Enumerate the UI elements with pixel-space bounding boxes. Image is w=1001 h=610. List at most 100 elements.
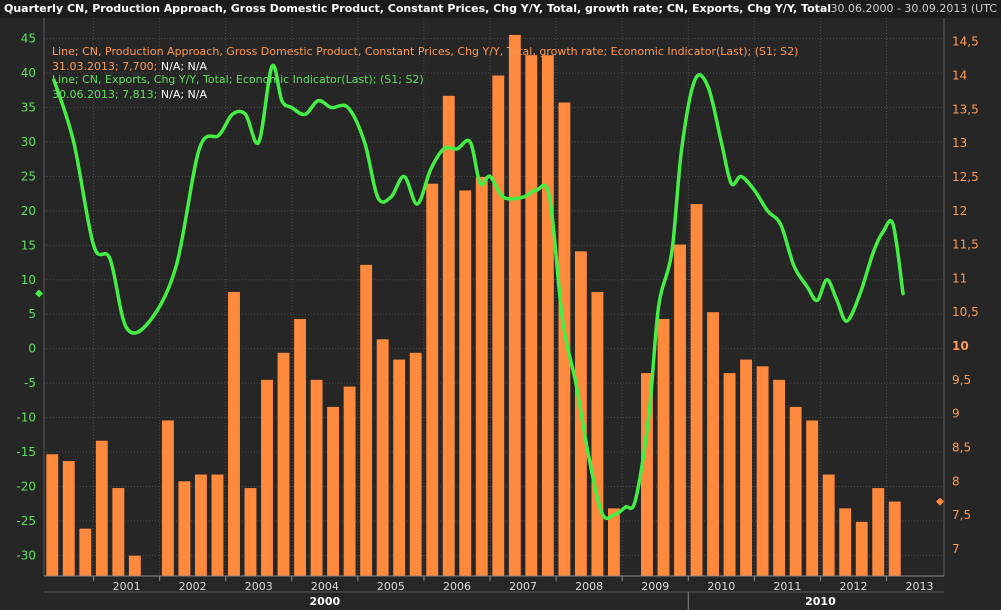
- right-tick-label: 9: [952, 407, 960, 421]
- legend-gdp-last: 31.03.2013; 7,700;: [52, 60, 157, 73]
- right-tick-label: 12,5: [952, 170, 979, 184]
- gdp-bar-2000Q2[interactable]: [46, 454, 59, 576]
- gdp-bar-2013Q1[interactable]: [888, 501, 901, 576]
- legend-exports-last: 30.06.2013; 7,813;: [52, 88, 157, 101]
- year-label: 2004: [311, 580, 339, 593]
- year-label: 2009: [641, 580, 669, 593]
- decade-label: 2010: [805, 595, 836, 608]
- legend-exports-na: N/A; N/A: [157, 88, 207, 101]
- gdp-bar-2009Q3[interactable]: [657, 318, 670, 576]
- gdp-bar-2004Q1[interactable]: [294, 318, 307, 576]
- gdp-bar-2007Q2[interactable]: [508, 34, 521, 577]
- gdp-bars[interactable]: [46, 34, 901, 577]
- left-tick-label: 30: [21, 135, 36, 149]
- legend-gdp-na: N/A; N/A: [157, 60, 207, 73]
- gdp-bar-2006Q1[interactable]: [426, 183, 439, 576]
- gdp-bar-2010Q3[interactable]: [723, 373, 736, 576]
- left-tick-label: 25: [21, 169, 36, 183]
- gdp-bar-2007Q1[interactable]: [492, 75, 505, 576]
- right-tick-label: 11: [952, 271, 967, 285]
- year-label: 2003: [245, 580, 273, 593]
- gdp-bar-2003Q4[interactable]: [277, 352, 290, 576]
- year-label: 2002: [179, 580, 207, 593]
- title-bar: Quarterly CN, Production Approach, Gross…: [0, 0, 1001, 19]
- gdp-bar-2011Q3[interactable]: [789, 406, 802, 576]
- gdp-bar-2002Q3[interactable]: [194, 474, 207, 576]
- gdp-bar-2007Q4[interactable]: [541, 55, 554, 576]
- gdp-bar-2004Q3[interactable]: [327, 406, 340, 576]
- left-tick-label: 10: [21, 273, 36, 287]
- gdp-bar-2012Q1[interactable]: [822, 474, 835, 576]
- left-tick-label: -5: [24, 376, 36, 390]
- left-tick-label: -10: [16, 411, 36, 425]
- year-label: 2013: [906, 580, 934, 593]
- legend-gdp-values: 31.03.2013; 7,700; N/A; N/A: [52, 60, 207, 73]
- right-tick-label: 10: [952, 339, 969, 353]
- right-tick-label: 7,5: [952, 508, 971, 522]
- gdp-bar-2010Q2[interactable]: [707, 312, 719, 576]
- year-label: 2007: [509, 580, 537, 593]
- year-label: 2006: [443, 580, 471, 593]
- gdp-bar-2010Q4[interactable]: [740, 359, 753, 576]
- right-tick-label: 8: [952, 474, 960, 488]
- left-tick-label: -25: [16, 514, 36, 528]
- left-tick-label: -15: [16, 445, 36, 459]
- gdp-bar-2000Q3[interactable]: [62, 461, 75, 576]
- year-label: 2005: [377, 580, 405, 593]
- gdp-bar-2005Q2[interactable]: [376, 339, 389, 576]
- gdp-bar-2002Q4[interactable]: [211, 474, 224, 576]
- gdp-bar-2012Q3[interactable]: [855, 521, 868, 576]
- gdp-bar-2004Q4[interactable]: [343, 386, 356, 576]
- right-axis: 14,5 14 13,5 13 12,5 12 11,5 11 10,5 10 9,5 9 8,5 8 7,…: [936, 35, 979, 556]
- gdp-bar-2002Q2[interactable]: [178, 481, 191, 576]
- chart-area: 45 40 35 30 25 20 15 10 5 0 -5 -10 -15 -20 -25 -30 14,5…: [0, 18, 1001, 610]
- left-tick-label: 35: [21, 101, 36, 115]
- gdp-bar-2012Q4[interactable]: [872, 488, 885, 576]
- gdp-bar-2001Q2[interactable]: [112, 488, 125, 576]
- left-tick-label: 20: [21, 204, 36, 218]
- left-tick-label: 15: [21, 238, 36, 252]
- gdp-bar-2006Q2[interactable]: [442, 95, 455, 577]
- gdp-bar-2010Q1[interactable]: [690, 204, 703, 576]
- date-range: 30.06.2000 - 30.09.2013 (UTC: [830, 2, 997, 15]
- gdp-bar-2009Q2[interactable]: [641, 373, 653, 576]
- gdp-bar-2005Q1[interactable]: [360, 264, 373, 576]
- gdp-bar-2004Q2[interactable]: [310, 379, 323, 576]
- right-last-value-marker: [936, 497, 944, 506]
- chart-title: Quarterly CN, Production Approach, Gross…: [4, 2, 832, 15]
- gdp-bar-2012Q2[interactable]: [839, 508, 852, 576]
- right-tick-label: 13: [952, 136, 967, 150]
- exports-line[interactable]: [52, 63, 905, 521]
- gdp-bar-2006Q3[interactable]: [459, 190, 472, 577]
- gdp-bar-2001Q1[interactable]: [95, 440, 108, 576]
- gdp-bar-2003Q3[interactable]: [261, 379, 273, 576]
- gdp-bar-2011Q2[interactable]: [773, 379, 786, 576]
- year-label: 2012: [839, 580, 867, 593]
- gdp-bar-2002Q1[interactable]: [161, 420, 174, 576]
- legend-exports-values: 30.06.2013; 7,813; N/A; N/A: [52, 88, 207, 101]
- gdp-bar-2011Q4[interactable]: [806, 420, 819, 576]
- right-tick-label: 8,5: [952, 440, 971, 454]
- gdp-bar-2008Q4[interactable]: [607, 508, 620, 576]
- gdp-bar-2003Q2[interactable]: [244, 488, 257, 576]
- gdp-bar-2009Q4[interactable]: [674, 244, 686, 576]
- legend-exports-label: Line; CN, Exports, Chg Y/Y, Total; Econo…: [52, 73, 424, 86]
- decade-label: 2000: [310, 595, 341, 608]
- gdp-bar-2011Q1[interactable]: [756, 366, 769, 576]
- right-tick-label: 13,5: [952, 102, 979, 116]
- gdp-bar-2007Q3[interactable]: [525, 55, 538, 576]
- left-tick-label: 45: [21, 32, 36, 46]
- left-tick-label: 0: [28, 342, 36, 356]
- right-tick-label: 9,5: [952, 373, 971, 387]
- gdp-bar-2005Q4[interactable]: [409, 352, 422, 576]
- gdp-bar-2006Q4[interactable]: [475, 176, 488, 577]
- left-tick-label: -20: [16, 479, 36, 493]
- right-tick-label: 14: [952, 68, 967, 82]
- gdp-bar-2003Q1[interactable]: [228, 291, 240, 576]
- gdp-bar-2005Q3[interactable]: [393, 359, 406, 576]
- left-tick-label: 5: [28, 307, 36, 321]
- gdp-bar-2001Q3[interactable]: [128, 555, 141, 576]
- gdp-bar-2000Q4[interactable]: [79, 528, 92, 576]
- gdp-bar-2008Q3[interactable]: [591, 291, 604, 576]
- exports-series-path[interactable]: [52, 63, 905, 521]
